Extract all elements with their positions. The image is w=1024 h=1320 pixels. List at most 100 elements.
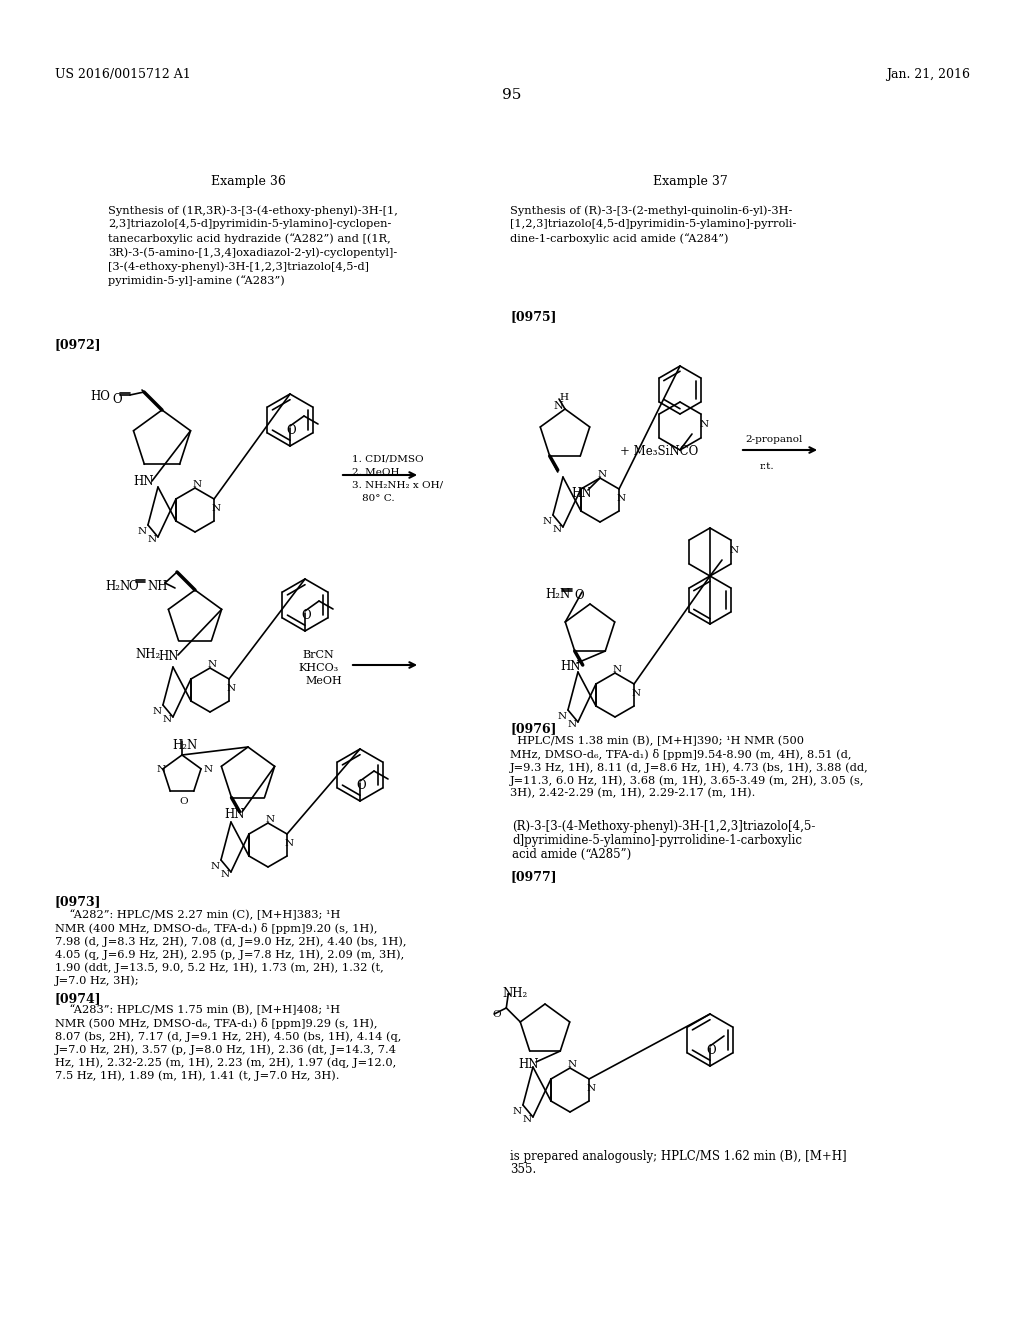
- Text: O: O: [286, 424, 296, 437]
- Text: tanecarboxylic acid hydrazide (“A282”) and [(1R,: tanecarboxylic acid hydrazide (“A282”) a…: [108, 234, 391, 244]
- Text: 1. CDI/DMSO: 1. CDI/DMSO: [352, 455, 424, 465]
- Text: H₂N: H₂N: [105, 579, 130, 593]
- Text: HN: HN: [224, 808, 245, 821]
- Text: J=7.0 Hz, 2H), 3.57 (p, J=8.0 Hz, 1H), 2.36 (dt, J=14.3, 7.4: J=7.0 Hz, 2H), 3.57 (p, J=8.0 Hz, 1H), 2…: [55, 1044, 397, 1055]
- Text: N: N: [558, 711, 567, 721]
- Text: 1.90 (ddt, J=13.5, 9.0, 5.2 Hz, 1H), 1.73 (m, 2H), 1.32 (t,: 1.90 (ddt, J=13.5, 9.0, 5.2 Hz, 1H), 1.7…: [55, 962, 384, 973]
- Text: N: N: [193, 480, 202, 488]
- Text: [0973]: [0973]: [55, 895, 101, 908]
- Text: N: N: [221, 870, 230, 879]
- Text: N: N: [147, 535, 157, 544]
- Text: H: H: [559, 393, 568, 403]
- Text: N: N: [730, 546, 739, 554]
- Text: O: O: [112, 393, 122, 407]
- Text: H₂N: H₂N: [172, 739, 198, 752]
- Text: N: N: [568, 1060, 578, 1069]
- Text: HO: HO: [90, 389, 110, 403]
- Text: Hz, 1H), 2.32-2.25 (m, 1H), 2.23 (m, 2H), 1.97 (dq, J=12.0,: Hz, 1H), 2.32-2.25 (m, 1H), 2.23 (m, 2H)…: [55, 1057, 396, 1068]
- Text: O: O: [356, 779, 366, 792]
- Text: BrCN: BrCN: [302, 649, 334, 660]
- Text: N: N: [553, 401, 563, 411]
- Text: 95: 95: [503, 88, 521, 102]
- Text: N: N: [157, 764, 166, 774]
- Text: [0972]: [0972]: [55, 338, 101, 351]
- Text: (R)-3-[3-(4-Methoxy-phenyl)-3H-[1,2,3]triazolo[4,5-: (R)-3-[3-(4-Methoxy-phenyl)-3H-[1,2,3]tr…: [512, 820, 815, 833]
- Text: + Me₃SiNCO: + Me₃SiNCO: [620, 445, 698, 458]
- Text: N: N: [543, 517, 552, 525]
- Text: N: N: [153, 708, 162, 715]
- Text: Example 37: Example 37: [652, 176, 727, 187]
- Text: HN: HN: [133, 475, 154, 488]
- Text: N: N: [211, 862, 220, 871]
- Text: HN: HN: [571, 487, 592, 500]
- Text: 3H), 2.42-2.29 (m, 1H), 2.29-2.17 (m, 1H).: 3H), 2.42-2.29 (m, 1H), 2.29-2.17 (m, 1H…: [510, 788, 756, 799]
- Text: N: N: [208, 660, 217, 669]
- Text: [0975]: [0975]: [510, 310, 556, 323]
- Text: J=11.3, 6.0 Hz, 1H), 3.68 (m, 1H), 3.65-3.49 (m, 2H), 3.05 (s,: J=11.3, 6.0 Hz, 1H), 3.68 (m, 1H), 3.65-…: [510, 775, 864, 785]
- Text: [1,2,3]triazolo[4,5-d]pyrimidin-5-ylamino]-pyrroli-: [1,2,3]triazolo[4,5-d]pyrimidin-5-ylamin…: [510, 219, 797, 228]
- Text: N: N: [266, 814, 275, 824]
- Text: HPLC/MS 1.38 min (B), [M+H]390; ¹H NMR (500: HPLC/MS 1.38 min (B), [M+H]390; ¹H NMR (…: [510, 737, 804, 746]
- Text: 8.07 (bs, 2H), 7.17 (d, J=9.1 Hz, 2H), 4.50 (bs, 1H), 4.14 (q,: 8.07 (bs, 2H), 7.17 (d, J=9.1 Hz, 2H), 4…: [55, 1031, 401, 1041]
- Text: 355.: 355.: [510, 1163, 537, 1176]
- Text: 2-propanol: 2-propanol: [745, 436, 803, 444]
- Text: 7.5 Hz, 1H), 1.89 (m, 1H), 1.41 (t, J=7.0 Hz, 3H).: 7.5 Hz, 1H), 1.89 (m, 1H), 1.41 (t, J=7.…: [55, 1071, 340, 1081]
- Text: Jan. 21, 2016: Jan. 21, 2016: [886, 69, 970, 81]
- Text: [0976]: [0976]: [510, 722, 556, 735]
- Text: NH₂: NH₂: [503, 987, 527, 1001]
- Text: NH₂: NH₂: [135, 648, 160, 661]
- Text: NMR (400 MHz, DMSO-d₆, TFA-d₁) δ [ppm]9.20 (s, 1H),: NMR (400 MHz, DMSO-d₆, TFA-d₁) δ [ppm]9.…: [55, 923, 378, 935]
- Text: NH: NH: [147, 579, 168, 593]
- Text: r.t.: r.t.: [760, 462, 774, 471]
- Text: N: N: [227, 684, 237, 693]
- Text: HN: HN: [560, 660, 581, 673]
- Text: H₂N: H₂N: [545, 587, 570, 601]
- Text: [0977]: [0977]: [510, 870, 557, 883]
- Text: N: N: [523, 1115, 532, 1125]
- Text: acid amide (“A285”): acid amide (“A285”): [512, 847, 631, 861]
- Text: N: N: [203, 764, 212, 774]
- Text: is prepared analogously; HPLC/MS 1.62 min (B), [M+H]: is prepared analogously; HPLC/MS 1.62 mi…: [510, 1150, 847, 1163]
- Text: US 2016/0015712 A1: US 2016/0015712 A1: [55, 69, 190, 81]
- Text: d]pyrimidine-5-ylamino]-pyrrolidine-1-carboxylic: d]pyrimidine-5-ylamino]-pyrrolidine-1-ca…: [512, 834, 802, 847]
- Text: 4.05 (q, J=6.9 Hz, 2H), 2.95 (p, J=7.8 Hz, 1H), 2.09 (m, 3H),: 4.05 (q, J=6.9 Hz, 2H), 2.95 (p, J=7.8 H…: [55, 949, 404, 960]
- Text: J=7.0 Hz, 3H);: J=7.0 Hz, 3H);: [55, 975, 139, 986]
- Text: O: O: [706, 1044, 716, 1057]
- Text: “A283”: HPLC/MS 1.75 min (B), [M+H]408; ¹H: “A283”: HPLC/MS 1.75 min (B), [M+H]408; …: [55, 1005, 340, 1015]
- Text: HN: HN: [158, 649, 178, 663]
- Text: N: N: [632, 689, 641, 698]
- Text: N: N: [587, 1084, 596, 1093]
- Text: N: N: [700, 420, 710, 429]
- Text: Synthesis of (1R,3R)-3-[3-(4-ethoxy-phenyl)-3H-[1,: Synthesis of (1R,3R)-3-[3-(4-ethoxy-phen…: [108, 205, 398, 215]
- Text: N: N: [598, 470, 607, 479]
- Text: 3. NH₂NH₂ x OH/: 3. NH₂NH₂ x OH/: [352, 480, 443, 490]
- Text: “A282”: HPLC/MS 2.27 min (C), [M+H]383; ¹H: “A282”: HPLC/MS 2.27 min (C), [M+H]383; …: [55, 909, 340, 920]
- Text: dine-1-carboxylic acid amide (“A284”): dine-1-carboxylic acid amide (“A284”): [510, 234, 728, 244]
- Text: pyrimidin-5-yl]-amine (“A283”): pyrimidin-5-yl]-amine (“A283”): [108, 275, 285, 286]
- Text: N: N: [138, 527, 147, 536]
- Text: 7.98 (d, J=8.3 Hz, 2H), 7.08 (d, J=9.0 Hz, 2H), 4.40 (bs, 1H),: 7.98 (d, J=8.3 Hz, 2H), 7.08 (d, J=9.0 H…: [55, 936, 407, 946]
- Text: N: N: [212, 504, 221, 513]
- Text: MHz, DMSO-d₆, TFA-d₁) δ [ppm]9.54-8.90 (m, 4H), 8.51 (d,: MHz, DMSO-d₆, TFA-d₁) δ [ppm]9.54-8.90 (…: [510, 748, 852, 760]
- Text: MeOH: MeOH: [305, 676, 342, 686]
- Text: N: N: [553, 525, 562, 535]
- Text: N: N: [285, 840, 294, 847]
- Text: O: O: [574, 589, 584, 602]
- Text: J=9.3 Hz, 1H), 8.11 (d, J=8.6 Hz, 1H), 4.73 (bs, 1H), 3.88 (dd,: J=9.3 Hz, 1H), 8.11 (d, J=8.6 Hz, 1H), 4…: [510, 762, 868, 772]
- Text: N: N: [163, 715, 172, 723]
- Text: Example 36: Example 36: [211, 176, 286, 187]
- Text: 80° C.: 80° C.: [362, 494, 394, 503]
- Text: 2,3]triazolo[4,5-d]pyrimidin-5-ylamino]-cyclopen-: 2,3]triazolo[4,5-d]pyrimidin-5-ylamino]-…: [108, 219, 391, 228]
- Text: NMR (500 MHz, DMSO-d₆, TFA-d₁) δ [ppm]9.29 (s, 1H),: NMR (500 MHz, DMSO-d₆, TFA-d₁) δ [ppm]9.…: [55, 1018, 378, 1030]
- Text: N: N: [617, 494, 626, 503]
- Text: [0974]: [0974]: [55, 993, 101, 1005]
- Text: O: O: [301, 609, 310, 622]
- Text: O: O: [493, 1010, 501, 1019]
- Text: O: O: [179, 797, 187, 807]
- Text: HN: HN: [518, 1059, 539, 1071]
- Text: KHCO₃: KHCO₃: [298, 663, 338, 673]
- Text: O: O: [128, 579, 137, 593]
- Text: N: N: [513, 1107, 522, 1115]
- Text: N: N: [568, 719, 578, 729]
- Text: N: N: [613, 665, 623, 675]
